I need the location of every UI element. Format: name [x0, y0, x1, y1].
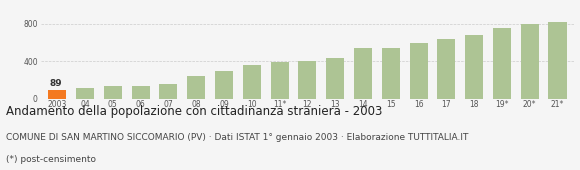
Text: Andamento della popolazione con cittadinanza straniera - 2003: Andamento della popolazione con cittadin…	[6, 105, 382, 118]
Bar	[104, 86, 122, 99]
Bar	[382, 48, 400, 99]
Bar	[521, 24, 539, 99]
Bar	[409, 44, 427, 99]
Bar	[271, 62, 289, 99]
Bar	[326, 58, 344, 99]
Text: COMUNE DI SAN MARTINO SICCOMARIO (PV) · Dati ISTAT 1° gennaio 2003 · Elaborazion: COMUNE DI SAN MARTINO SICCOMARIO (PV) · …	[6, 133, 468, 142]
Bar	[48, 90, 66, 99]
Bar	[493, 28, 511, 99]
Bar	[187, 76, 205, 99]
Bar	[132, 86, 150, 99]
Bar	[549, 22, 567, 99]
Bar	[76, 88, 94, 99]
Bar	[215, 71, 233, 99]
Text: (*) post-censimento: (*) post-censimento	[6, 155, 96, 164]
Bar	[437, 39, 455, 99]
Bar	[354, 48, 372, 99]
Bar	[465, 35, 483, 99]
Bar	[243, 65, 261, 99]
Bar	[298, 61, 317, 99]
Bar	[160, 84, 177, 99]
Text: 89: 89	[49, 79, 62, 88]
